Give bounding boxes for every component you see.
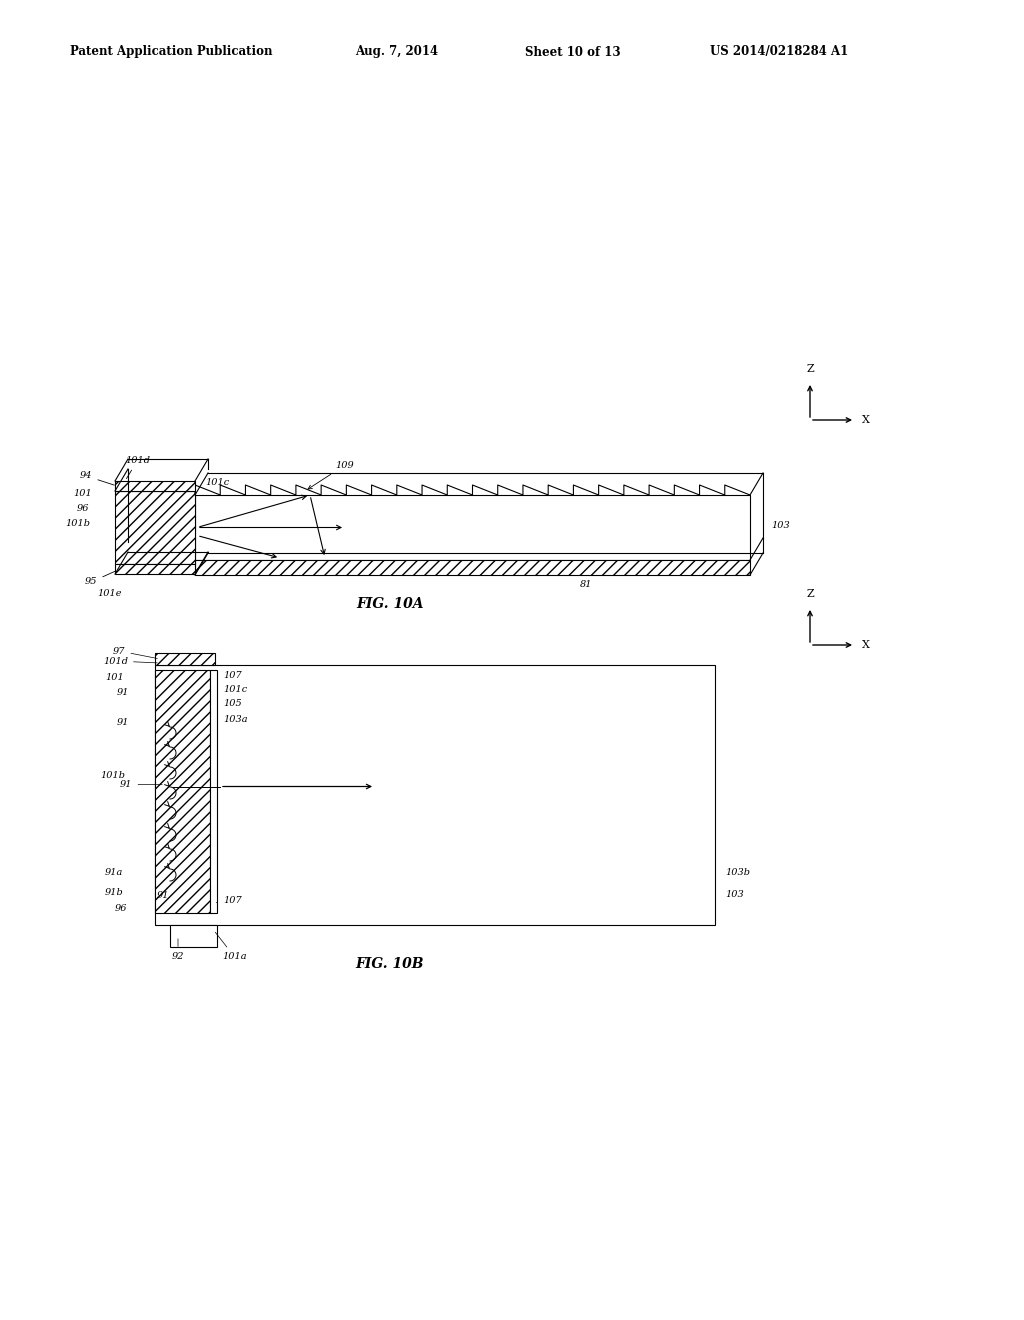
Text: 94: 94 — [80, 471, 115, 486]
Bar — [210, 671, 217, 913]
Text: 101b: 101b — [65, 519, 90, 528]
Text: 91: 91 — [120, 780, 162, 789]
Bar — [115, 564, 195, 574]
Text: 91b: 91b — [105, 888, 124, 898]
Text: 101: 101 — [73, 488, 92, 498]
Text: 91: 91 — [117, 718, 129, 727]
Text: 91: 91 — [157, 888, 170, 900]
Text: 101c: 101c — [205, 478, 229, 487]
Text: Z: Z — [806, 589, 814, 599]
Text: 101d: 101d — [125, 455, 150, 479]
Text: X: X — [862, 414, 869, 425]
Text: 105: 105 — [223, 700, 242, 708]
Text: 101a: 101a — [215, 932, 247, 961]
Text: 101: 101 — [105, 673, 124, 682]
Bar — [155, 665, 715, 925]
Text: 97: 97 — [113, 647, 158, 659]
Text: 103b: 103b — [725, 869, 750, 876]
Text: 103a: 103a — [223, 715, 248, 723]
Text: 101c: 101c — [223, 685, 247, 694]
Text: 96: 96 — [115, 904, 128, 913]
Text: 92: 92 — [172, 939, 184, 961]
Text: 107: 107 — [223, 671, 242, 680]
Text: 101d: 101d — [103, 656, 158, 665]
Text: Aug. 7, 2014: Aug. 7, 2014 — [355, 45, 438, 58]
Text: 101b: 101b — [100, 771, 125, 780]
Text: X: X — [862, 640, 869, 649]
Bar — [195, 495, 750, 560]
Text: Patent Application Publication: Patent Application Publication — [70, 45, 272, 58]
Bar — [195, 560, 750, 576]
Text: 103: 103 — [725, 890, 743, 899]
Text: 107: 107 — [216, 896, 242, 906]
Text: FIG. 10B: FIG. 10B — [355, 957, 424, 972]
Bar — [155, 671, 210, 913]
Text: Sheet 10 of 13: Sheet 10 of 13 — [525, 45, 621, 58]
Text: 81: 81 — [580, 579, 593, 589]
Text: 91: 91 — [117, 688, 129, 697]
Bar — [170, 925, 217, 946]
Text: 109: 109 — [308, 461, 353, 488]
Text: US 2014/0218284 A1: US 2014/0218284 A1 — [710, 45, 848, 58]
Text: 103: 103 — [771, 520, 790, 529]
Bar — [115, 491, 195, 564]
Text: FIG. 10A: FIG. 10A — [356, 597, 424, 611]
Text: 91a: 91a — [105, 869, 123, 876]
Text: Z: Z — [806, 364, 814, 374]
Text: 95: 95 — [85, 570, 118, 586]
Bar — [155, 653, 215, 665]
Text: 96: 96 — [77, 504, 89, 513]
Text: 101e: 101e — [97, 589, 122, 598]
Bar — [115, 480, 195, 491]
